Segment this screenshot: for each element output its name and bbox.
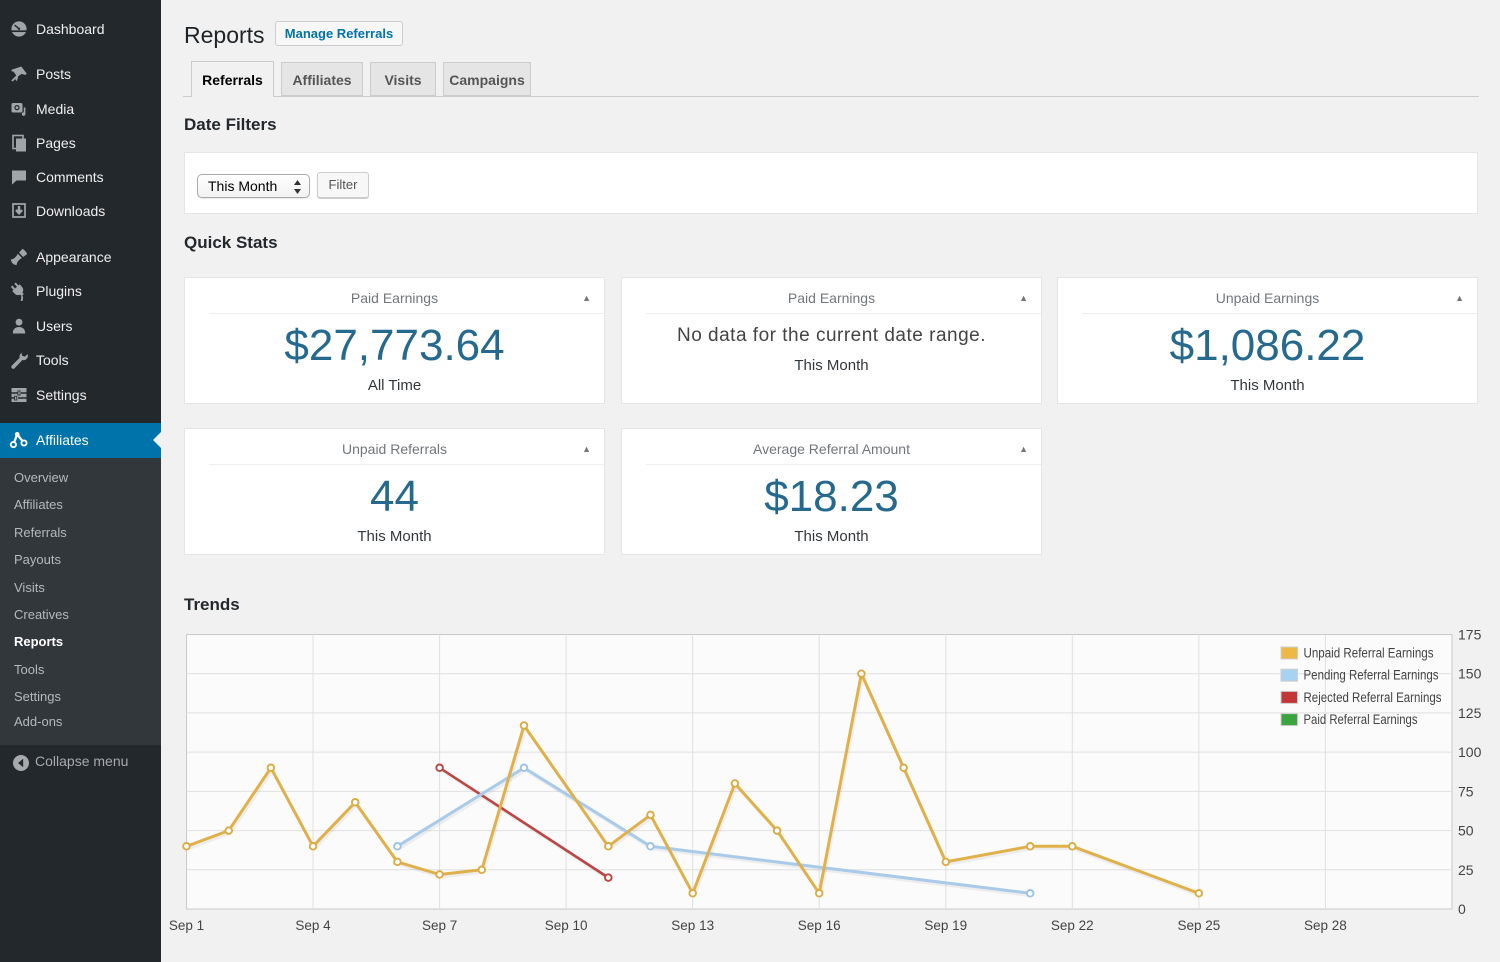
svg-text:Pending Referral Earnings: Pending Referral Earnings: [1304, 668, 1439, 683]
svg-text:25: 25: [1458, 862, 1474, 878]
svg-text:125: 125: [1458, 705, 1482, 721]
svg-text:Sep 7: Sep 7: [422, 918, 457, 933]
svg-text:Sep 19: Sep 19: [924, 918, 967, 933]
svg-text:Paid Referral Earnings: Paid Referral Earnings: [1304, 712, 1418, 727]
svg-text:Sep 13: Sep 13: [671, 918, 714, 933]
svg-text:175: 175: [1458, 627, 1482, 643]
svg-text:Sep 22: Sep 22: [1051, 918, 1094, 933]
svg-text:Unpaid Referral Earnings: Unpaid Referral Earnings: [1304, 646, 1434, 661]
svg-text:Sep 10: Sep 10: [545, 918, 588, 933]
svg-text:0: 0: [1458, 901, 1466, 917]
svg-text:Sep 1: Sep 1: [169, 918, 204, 933]
svg-text:150: 150: [1458, 666, 1482, 682]
svg-text:Rejected Referral Earnings: Rejected Referral Earnings: [1304, 690, 1442, 705]
svg-text:75: 75: [1458, 783, 1474, 799]
svg-text:Sep 16: Sep 16: [798, 918, 841, 933]
svg-text:Sep 28: Sep 28: [1304, 918, 1347, 933]
svg-text:Sep 4: Sep 4: [295, 918, 331, 933]
svg-text:Sep 25: Sep 25: [1178, 918, 1221, 933]
svg-text:50: 50: [1458, 823, 1474, 839]
svg-text:100: 100: [1458, 744, 1482, 760]
